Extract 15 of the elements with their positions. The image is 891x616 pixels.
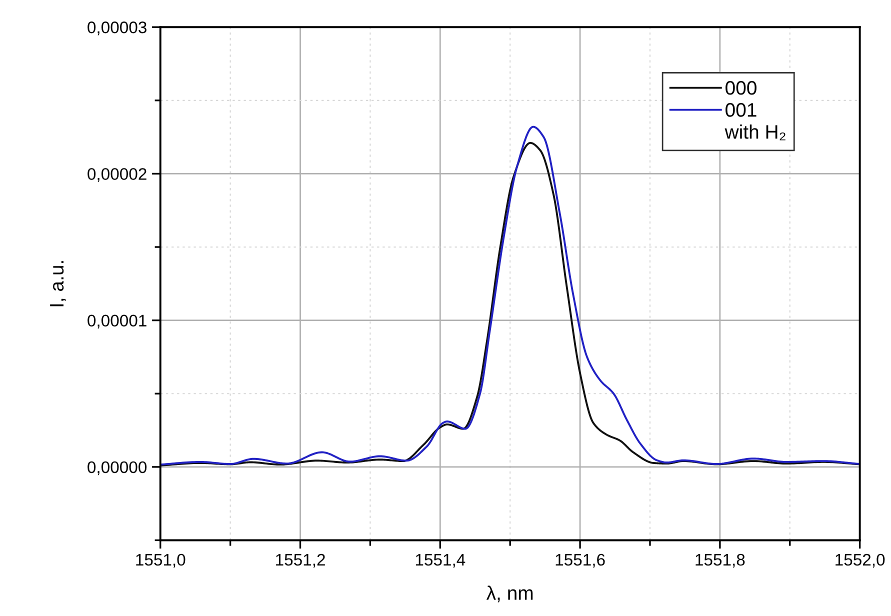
- x-tick-label: 1551,4: [416, 554, 466, 568]
- x-tick-label: 1551,6: [556, 554, 605, 568]
- y-tick-label: 0,00000: [88, 461, 147, 476]
- y-axis-title: I, a.u.: [50, 261, 66, 306]
- x-tick-label: 1551,8: [696, 554, 745, 568]
- y-tick-label: 0,00002: [88, 168, 146, 182]
- legend-title: with H₂: [724, 124, 786, 140]
- legend-label: 000: [726, 81, 756, 95]
- x-tick-label: 1551,0: [136, 554, 186, 568]
- legend-label: 001: [726, 103, 756, 117]
- x-tick-label: 1552,0: [836, 554, 885, 568]
- x-axis-title: λ, nm: [486, 586, 533, 602]
- x-tick-label: 1551,2: [276, 554, 325, 568]
- y-tick-label: 0,00003: [88, 22, 146, 36]
- y-tick-label: 0,00001: [88, 314, 146, 328]
